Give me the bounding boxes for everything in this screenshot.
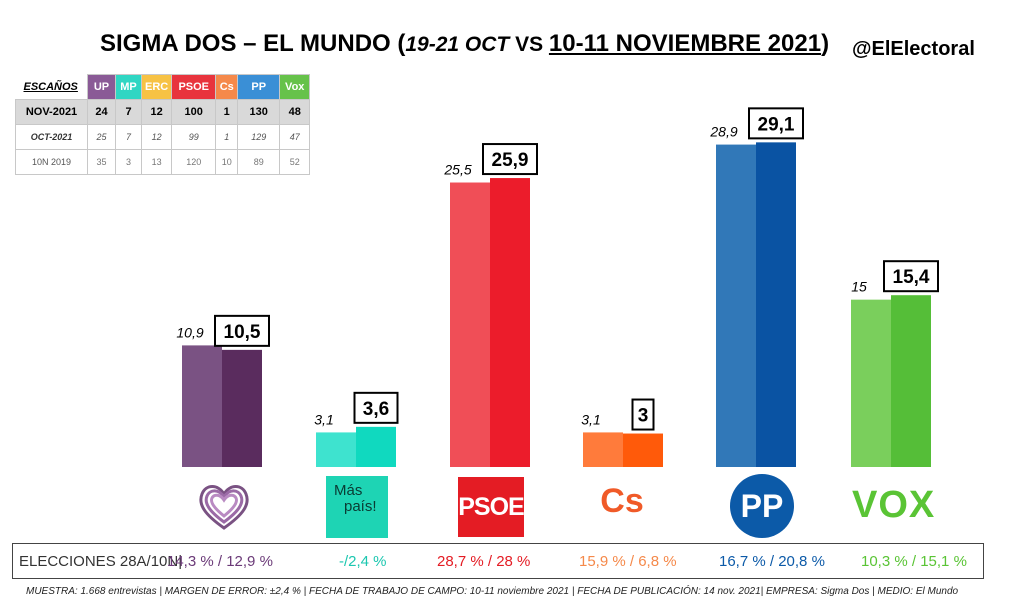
seats-corner-label: ESCAÑOS (15, 74, 88, 100)
seats-row-label: 10N 2019 (15, 149, 88, 175)
previous-elections-label: ELECCIONES 28A/10N| (19, 553, 183, 570)
bar-label-oct: 25,5 (443, 162, 471, 178)
seats-header-up: UP (87, 74, 116, 100)
bar-label-box (631, 398, 655, 431)
seats-row-label: NOV-2021 (15, 99, 88, 125)
bar-oct (182, 345, 222, 467)
bar-label-box (883, 260, 939, 293)
bar-oct (583, 432, 623, 467)
previous-elections-value: 14,3 % / 12,9 % (167, 553, 273, 570)
seats-cell: 89 (237, 149, 281, 175)
previous-elections-value: 10,3 % / 15,1 % (861, 553, 967, 570)
seats-header-cs: Cs (215, 74, 239, 100)
bar-nov (891, 295, 931, 467)
seats-cell: 10 (215, 149, 239, 175)
previous-elections-value: 16,7 % / 20,8 % (719, 553, 825, 570)
bar-label-oct: 28,9 (709, 124, 737, 140)
mas-pais-logo-line1: Más (334, 482, 363, 499)
bar-label-box (353, 391, 399, 424)
bar-label-oct: 3,1 (314, 411, 333, 427)
bar-label-nov: 15,4 (893, 267, 930, 288)
bar-label-nov: 29,1 (758, 114, 795, 135)
bar-oct (450, 182, 490, 467)
seats-cell: 100 (171, 99, 217, 125)
title-close: ) (821, 30, 830, 57)
seats-table: ESCAÑOS UP MP ERC PSOE Cs PP Vox NOV-2021 24 7 12… (15, 74, 311, 175)
page-title: SIGMA DOS – EL MUNDO (19-21 OCT VS 10-11… (100, 30, 829, 58)
vox-logo: VOX (852, 484, 936, 526)
seats-cell: 52 (279, 149, 311, 175)
bar-label-oct: 10,9 (176, 324, 203, 340)
previous-elections-box: ELECCIONES 28A/10N| 14,3 % / 12,9 % -/2,4… (12, 543, 984, 579)
title-main: SIGMA DOS – EL MUNDO ( (100, 30, 406, 57)
bar-label-nov: 3 (638, 406, 649, 427)
title-vs: VS (509, 33, 549, 56)
bar-label-box (482, 143, 538, 176)
previous-elections-value: 15,9 % / 6,8 % (579, 553, 677, 570)
bar-oct (851, 299, 891, 467)
title-dates-new: 10-11 NOVIEMBRE 2021 (548, 30, 822, 57)
bar-nov (756, 142, 796, 467)
seats-cell: 12 (140, 99, 173, 125)
pp-logo: PP (730, 474, 794, 538)
bar-label-oct: 3,1 (581, 411, 600, 427)
seats-cell: 3 (115, 149, 142, 175)
seats-cell: 130 (237, 99, 281, 125)
bar-label-nov: 3,6 (363, 399, 389, 420)
bar-label-oct: 15 (851, 279, 867, 295)
heart-icon (199, 485, 249, 530)
seats-cell: 120 (171, 149, 217, 175)
mas-pais-logo: Más país! (326, 476, 388, 538)
seats-header-pp: PP (237, 74, 281, 100)
cs-logo: Cs (600, 482, 644, 520)
bar-nov (222, 349, 262, 467)
previous-elections-value: -/2,4 % (339, 553, 387, 570)
footer-note: MUESTRA: 1.668 entrevistas | MARGEN DE E… (26, 586, 959, 597)
seats-cell: 24 (87, 99, 116, 125)
psoe-logo: PSOE (458, 477, 525, 537)
up-heart-logo (194, 476, 254, 536)
bar-oct (716, 144, 756, 467)
title-dates-old: 19-21 OCT (405, 33, 510, 56)
bar-nov (623, 433, 663, 467)
bar-oct (316, 432, 356, 467)
bar-label-nov: 25,9 (492, 150, 529, 171)
seats-row: 10N 2019 35 3 13 120 10 89 52 (15, 149, 311, 175)
bar-nov (490, 178, 530, 467)
bar-chart: 10,9 10,5 3,1 3,6 25,5 25,9 3,1 3 28,9 29,1 15 15,4 (176, 107, 939, 467)
seats-cell: 13 (140, 149, 173, 175)
bar-label-nov: 10,5 (224, 322, 261, 343)
bar-label-box (214, 314, 270, 347)
seats-cell: 12 (140, 124, 173, 150)
previous-elections-value: 28,7 % / 28 % (437, 553, 531, 570)
bar-label-box (748, 107, 804, 140)
bar-nov (356, 426, 396, 467)
mas-pais-logo-line2: país! (344, 498, 377, 515)
author-handle: @ElElectoral (852, 38, 975, 60)
